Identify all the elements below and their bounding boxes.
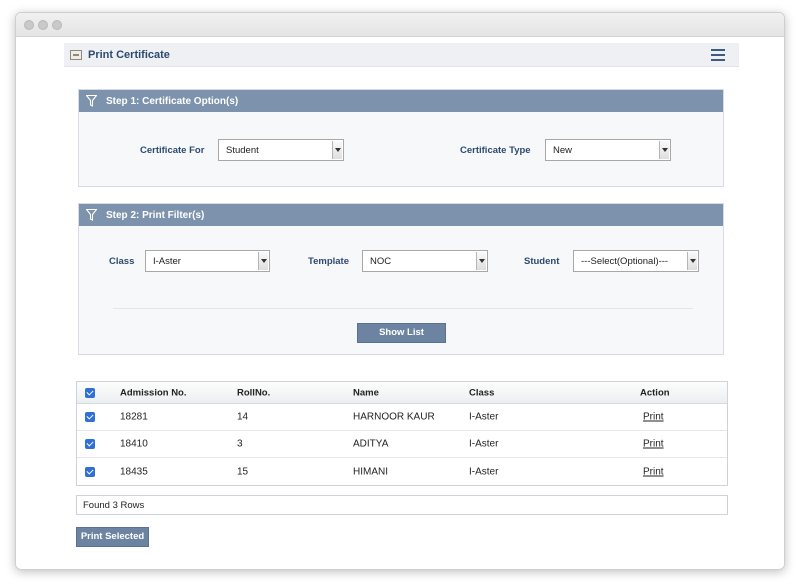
student-label: Student	[524, 256, 560, 267]
header-action: Action	[640, 387, 670, 398]
print-link[interactable]: Print	[643, 466, 664, 477]
step2-panel: Step 2: Print Filter(s) Class I-Aster Te…	[78, 203, 724, 355]
header-roll: RollNo.	[237, 387, 271, 398]
header-class: Class	[469, 387, 495, 398]
name-cell: HIMANI	[353, 466, 388, 477]
row-count-bar: Found 3 Rows	[76, 495, 728, 515]
name-cell: HARNOOR KAUR	[353, 411, 435, 423]
roll-cell: 15	[237, 466, 249, 477]
certificate-for-value: Student	[226, 145, 259, 156]
student-select[interactable]: ---Select(Optional)---	[573, 250, 699, 272]
print-link[interactable]: Print	[643, 438, 664, 450]
class-cell: I-Aster	[469, 411, 499, 423]
certificate-for-select[interactable]: Student	[218, 139, 344, 161]
certificate-type-select[interactable]: New	[545, 139, 671, 161]
admission-cell: 18410	[120, 438, 148, 450]
template-select[interactable]: NOC	[362, 250, 488, 272]
header-admission: Admission No.	[120, 387, 187, 398]
table-header: Admission No. RollNo. Name Class Action	[77, 382, 727, 404]
name-cell: ADITYA	[353, 438, 389, 450]
chevron-down-icon	[476, 252, 486, 270]
certificate-for-label: Certificate For	[140, 145, 205, 156]
table-row: 18281 14 HARNOOR KAUR I-Aster Print	[77, 404, 727, 431]
admission-cell: 18281	[120, 411, 148, 423]
step2-title: Step 2: Print Filter(s)	[106, 210, 205, 221]
class-cell: I-Aster	[469, 438, 499, 450]
results-table: Admission No. RollNo. Name Class Action …	[76, 381, 728, 486]
show-list-button[interactable]: Show List	[357, 323, 446, 343]
step1-panel: Step 1: Certificate Option(s) Certificat…	[78, 89, 724, 187]
browser-window: Print Certificate Step 1: Certificate Op…	[15, 12, 785, 570]
window-zoom-dot[interactable]	[52, 20, 62, 30]
chevron-down-icon	[258, 252, 268, 270]
print-selected-button[interactable]: Print Selected	[76, 527, 149, 547]
print-link[interactable]: Print	[643, 411, 664, 423]
table-row: 18410 3 ADITYA I-Aster Print	[77, 431, 727, 458]
row-checkbox[interactable]	[85, 412, 95, 422]
window-titlebar	[16, 13, 784, 37]
class-label: Class	[109, 256, 135, 267]
page-title: Print Certificate	[88, 49, 170, 61]
row-checkbox[interactable]	[85, 466, 95, 477]
header-name: Name	[353, 387, 379, 398]
step1-title: Step 1: Certificate Option(s)	[106, 96, 239, 107]
page-header: Print Certificate	[64, 43, 739, 67]
window-close-dot[interactable]	[24, 20, 34, 30]
filter-icon	[86, 209, 97, 221]
divider	[113, 308, 693, 309]
admission-cell: 18435	[120, 466, 148, 477]
class-cell: I-Aster	[469, 466, 499, 477]
window-minimize-dot[interactable]	[38, 20, 48, 30]
roll-cell: 3	[237, 438, 243, 450]
filter-icon	[86, 95, 97, 107]
certificate-type-label: Certificate Type	[460, 145, 531, 156]
step2-header: Step 2: Print Filter(s)	[79, 204, 723, 226]
roll-cell: 14	[237, 411, 249, 423]
select-all-checkbox[interactable]	[85, 387, 95, 398]
menu-icon[interactable]	[711, 49, 725, 61]
student-value: ---Select(Optional)---	[581, 256, 669, 267]
page-content: Print Certificate Step 1: Certificate Op…	[64, 43, 739, 547]
template-value: NOC	[370, 256, 392, 267]
row-checkbox[interactable]	[85, 439, 95, 449]
template-label: Template	[308, 256, 350, 267]
chevron-down-icon	[687, 252, 697, 270]
step1-header: Step 1: Certificate Option(s)	[79, 90, 723, 112]
class-value: I-Aster	[153, 256, 181, 267]
chevron-down-icon	[659, 141, 669, 159]
certificate-icon	[70, 50, 82, 60]
table-row: 18435 15 HIMANI I-Aster Print	[77, 458, 727, 485]
chevron-down-icon	[332, 141, 342, 159]
certificate-type-value: New	[553, 145, 573, 156]
class-select[interactable]: I-Aster	[145, 250, 270, 272]
row-count-text: Found 3 Rows	[83, 500, 145, 511]
